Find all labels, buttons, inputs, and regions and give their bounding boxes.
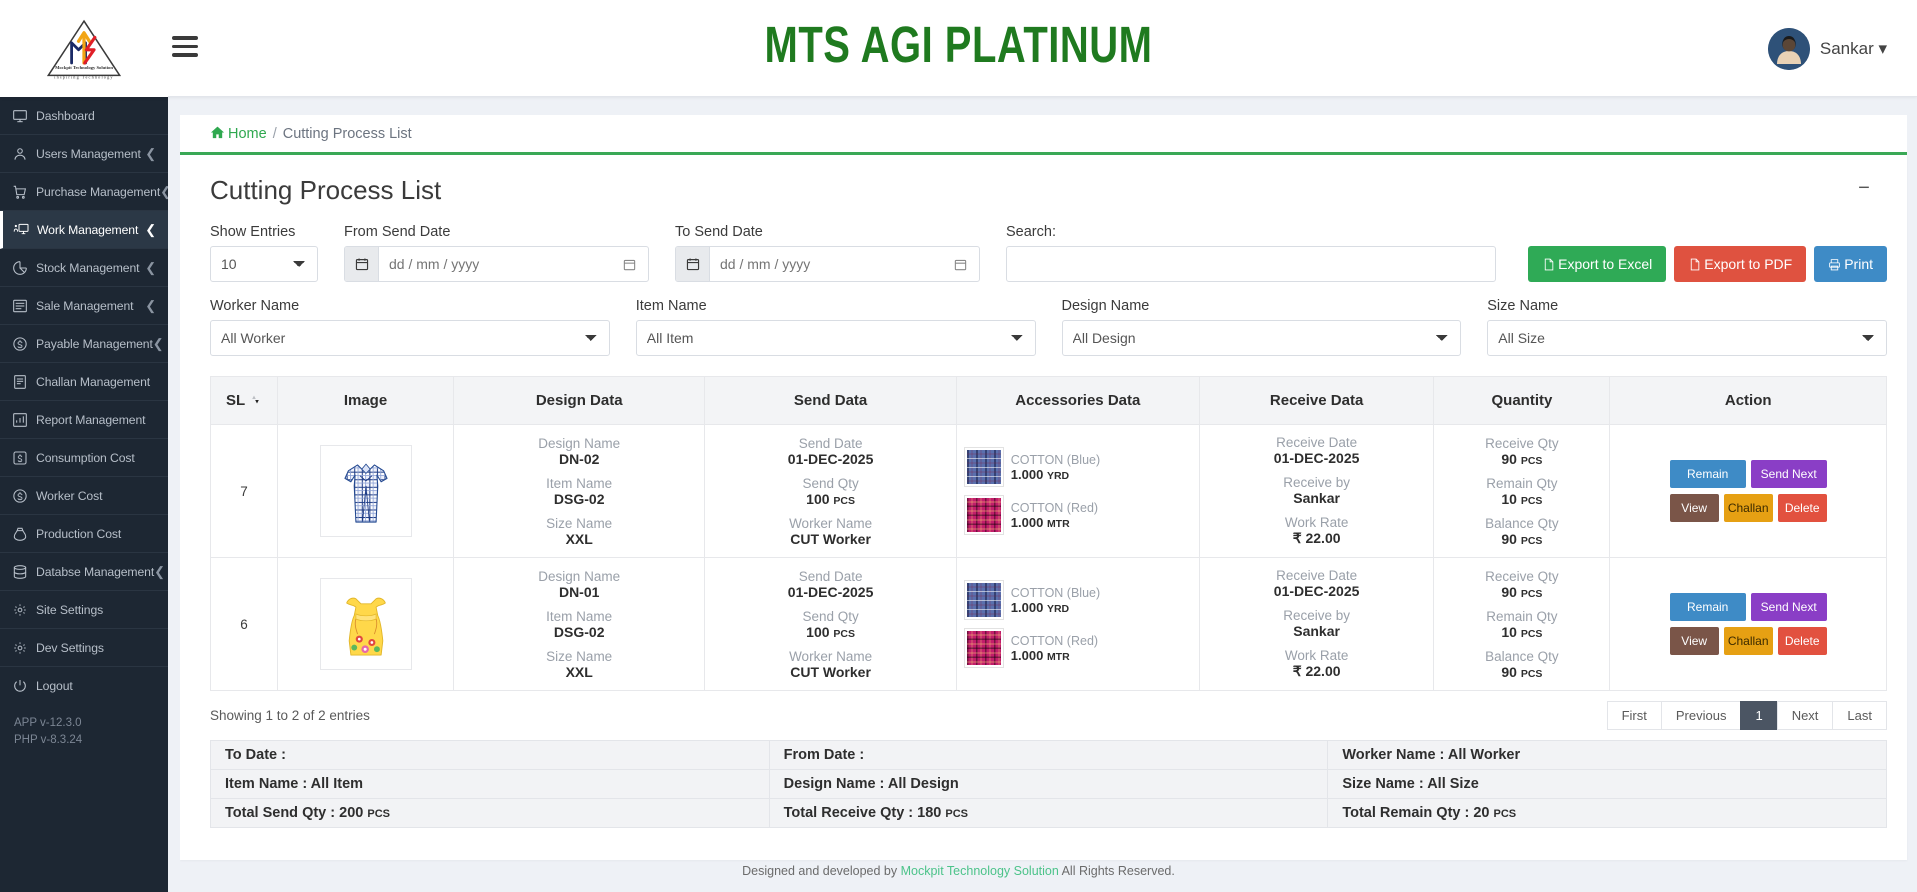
svg-text:inspiring Technology: inspiring Technology bbox=[54, 74, 113, 79]
svg-text:Mockpit Technology Solution: Mockpit Technology Solution bbox=[55, 66, 113, 71]
